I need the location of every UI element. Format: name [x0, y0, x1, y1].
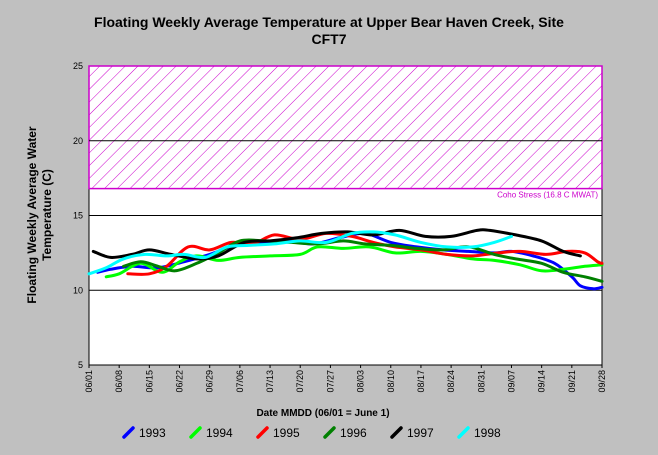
chart-title-line2: CFT7: [312, 31, 347, 47]
legend-swatch-1996: [323, 426, 336, 439]
x-tick-label: 06/22: [175, 370, 185, 393]
x-tick-label: 06/15: [144, 370, 154, 393]
x-tick-label: 07/20: [295, 370, 305, 393]
legend-label-1998: 1998: [474, 426, 501, 440]
x-tick-label: 09/14: [537, 370, 547, 393]
legend-label-1997: 1997: [407, 426, 434, 440]
y-tick-label: 5: [78, 360, 83, 370]
legend-label-1995: 1995: [273, 426, 300, 440]
legend-swatch-1994: [189, 426, 202, 439]
x-tick-labels: 06/01 06/08 06/15 06/22 06/29 07/06 07/13 07/20…: [84, 365, 607, 393]
legend-swatch-1995: [256, 426, 269, 439]
x-tick-label: 08/17: [416, 370, 426, 393]
y-tick-label: 15: [73, 211, 83, 221]
series-line-1998: [87, 230, 513, 276]
legend-swatch-1993: [122, 426, 135, 439]
x-tick-label: 07/06: [235, 370, 245, 393]
series-line-1997: [91, 228, 582, 261]
x-axis-label: Date MMDD (06/01 = June 1): [256, 408, 389, 419]
legend-label-1994: 1994: [206, 426, 233, 440]
x-tick-label: 06/08: [114, 370, 124, 393]
x-tick-label: 09/28: [597, 370, 607, 393]
y-tick-label: 20: [73, 136, 83, 146]
series-line-1994: [104, 245, 604, 279]
y-tick-labels: 5 10 15 20 25: [73, 61, 83, 370]
y-axis-label-line2: Temperature (C): [40, 169, 54, 261]
x-tick-label: 09/07: [506, 370, 516, 393]
legend-label-1996: 1996: [340, 426, 367, 440]
x-tick-label: 09/21: [567, 370, 577, 393]
x-tick-label: 06/01: [84, 370, 94, 393]
coho-stress-zone: [88, 65, 603, 190]
y-tick-label: 10: [73, 285, 83, 295]
series-line-1995: [126, 231, 604, 276]
x-tick-label: 08/10: [386, 370, 396, 393]
y-axis-label-line1: Floating Weekly Average Water: [25, 126, 39, 303]
series-line-1996: [122, 238, 604, 283]
legend: 1993 1994 1995 1996 1997 1998: [122, 426, 501, 440]
legend-label-1993: 1993: [139, 426, 166, 440]
x-tick-label: 08/31: [476, 370, 486, 393]
gridlines: [89, 140, 602, 291]
x-tick-label: 07/13: [265, 370, 275, 393]
chart-title-line1: Floating Weekly Average Temperature at U…: [94, 14, 564, 30]
x-tick-label: 06/29: [205, 370, 215, 393]
x-tick-label: 07/27: [325, 370, 335, 393]
coho-stress-label: Coho Stress (16.8 C MWAT): [497, 191, 598, 200]
y-tick-label: 25: [73, 61, 83, 71]
x-tick-label: 08/03: [356, 370, 366, 393]
legend-swatch-1998: [457, 426, 470, 439]
x-tick-label: 08/24: [446, 370, 456, 393]
legend-swatch-1997: [390, 426, 403, 439]
series-lines: [87, 228, 604, 291]
